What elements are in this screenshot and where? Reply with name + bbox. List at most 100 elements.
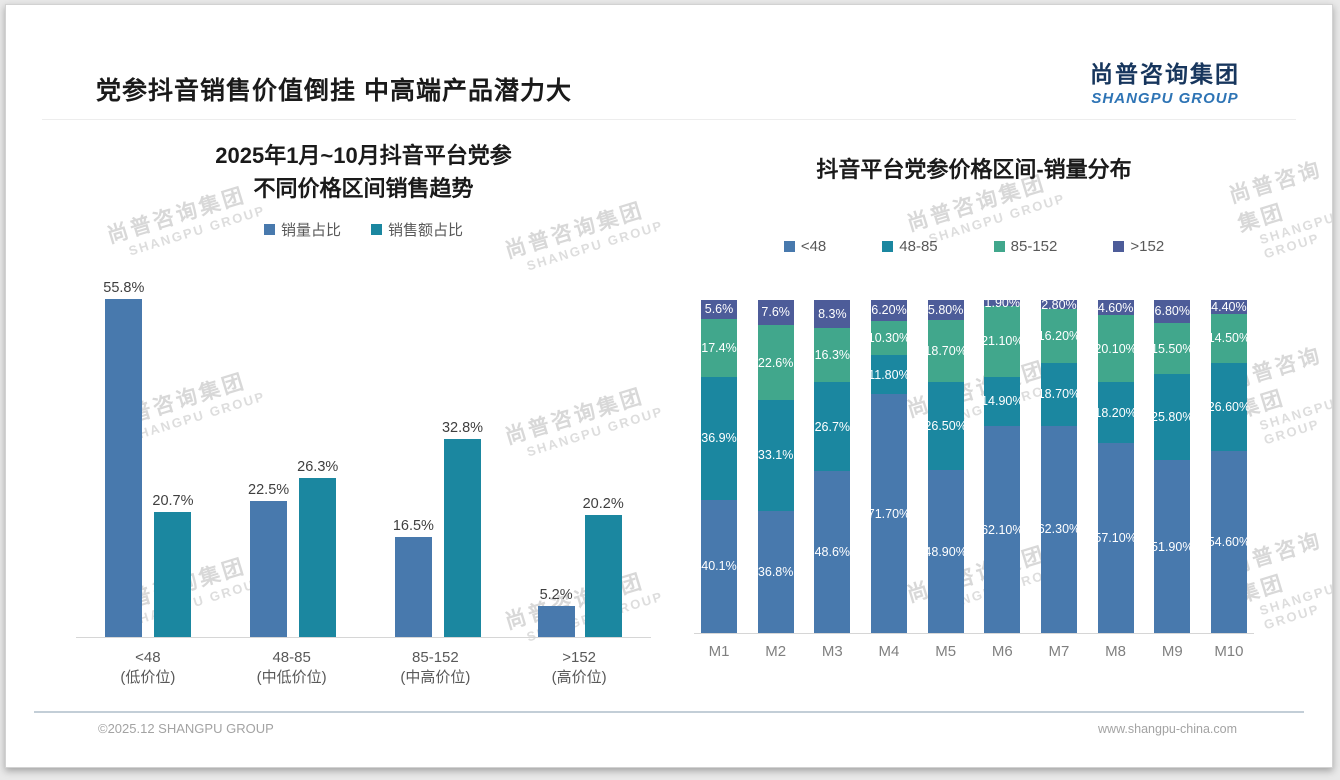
stacked-bar: 48.90% 26.50% 18.70% 5.80% (924, 300, 967, 633)
segment-value-label: 14.50% (1207, 331, 1251, 346)
bar-segment: 26.60% (1207, 362, 1251, 452)
bar-segment: 4.40% (1210, 299, 1247, 315)
chart2-legend-item: 85-152 (993, 238, 1057, 255)
bar (299, 477, 337, 637)
chart1-legend-item: 销售额占比 (371, 219, 463, 240)
bar-segment: 36.8% (757, 510, 794, 633)
legend-marker-icon (783, 241, 795, 252)
chart1-plot-area: 55.8% 20.7% 22.5% 26.3% 16.5% 32.8% 5.2% 20.2% (76, 280, 651, 638)
segment-value-label: 51.90% (1151, 539, 1194, 554)
stacked-bar: 48.6% 26.7% 16.3% 8.3% (814, 300, 851, 633)
segment-value-label: 22.6% (757, 355, 794, 370)
month-label: M6 (991, 643, 1013, 660)
logo-en-text: SHANGPU GROUP (1091, 90, 1239, 107)
segment-value-label: 18.70% (924, 343, 967, 358)
month-label: M3 (821, 643, 843, 660)
bar-segment: 10.30% (868, 320, 910, 355)
segment-value-label: 5.80% (927, 303, 964, 318)
watermark-en-text: SHANGPU GROUP (1257, 209, 1333, 262)
segment-value-label: 6.80% (1154, 304, 1190, 319)
segment-value-label: 26.7% (814, 419, 851, 434)
segment-value-label: 57.10% (1094, 530, 1137, 545)
segment-value-label: 17.4% (701, 340, 737, 355)
watermark-en-text: SHANGPU GROUP (1257, 395, 1333, 448)
bar-segment: 25.80% (1151, 374, 1193, 461)
bar-segment: 4.60% (1097, 300, 1134, 316)
sales-trend-chart: 2025年1月~10月抖音平台党参 不同价格区间销售趋势 销量占比 销售额占比 5… (76, 139, 651, 689)
category-range: >152 (562, 649, 597, 666)
chart2-x-axis: M1 M2 M3 M4 M5 M6 M7 M8 M9 M10 (694, 643, 1254, 660)
bar-segment: 26.7% (814, 382, 851, 472)
legend-marker-icon (1113, 241, 1125, 252)
segment-value-label: 2.80% (1041, 297, 1077, 312)
logo: 尚普咨询集团 SHANGPU GROUP (1090, 55, 1240, 107)
chart2-plot-area: 40.1% 36.9% 17.4% 5.6% 36.8% 33.1% 22.6% 7.6% 48… (694, 296, 1254, 634)
bar-wrap: 22.5% (248, 482, 289, 637)
bar-segment: 14.90% (981, 376, 1024, 427)
month-label: M2 (765, 643, 787, 660)
segment-value-label: 20.10% (1094, 341, 1137, 356)
month-label: M10 (1214, 643, 1244, 660)
category-tier: (中高价位) (400, 669, 471, 687)
segment-value-label: 62.10% (981, 522, 1024, 537)
segment-value-label: 1.90% (984, 296, 1021, 311)
bar (105, 299, 143, 637)
bar-value-label: 55.8% (103, 280, 145, 297)
footer-divider (34, 711, 1304, 713)
chart1-title-line2: 不同价格区间销售趋势 (253, 176, 474, 201)
bar (584, 514, 622, 637)
segment-value-label: 36.9% (701, 431, 737, 446)
bar-segment: 5.6% (701, 300, 737, 319)
bar-segment: 15.50% (1151, 322, 1193, 375)
bar-segment: 5.80% (927, 300, 964, 320)
bar-group: 22.5% 26.3% (248, 459, 338, 637)
bar-wrap: 26.3% (297, 459, 338, 637)
volume-distribution-chart: 抖音平台党参价格区间-销量分布 <48 48-85 85-152 >152 40.1%… (694, 139, 1254, 660)
stacked-bar: 57.10% 18.20% 20.10% 4.60% (1094, 300, 1137, 633)
chart1-legend-item: 销量占比 (263, 219, 341, 240)
sales-trend-chart-title: 2025年1月~10月抖音平台党参 不同价格区间销售趋势 (76, 139, 651, 205)
chart1-title-line1: 2025年1月~10月抖音平台党参 (215, 143, 512, 168)
category-label: <48 (低价位) (76, 648, 220, 689)
bar-wrap: 5.2% (537, 587, 575, 637)
page-title: 党参抖音销售价值倒挂 中高端产品潜力大 (96, 77, 572, 105)
stacked-bar: 62.10% 14.90% 21.10% 1.90% (981, 296, 1024, 633)
segment-value-label: 33.1% (757, 448, 794, 463)
bar-value-label: 22.5% (248, 481, 290, 498)
category-label: 85-152 (中高价位) (364, 648, 508, 689)
bar-segment: 8.3% (814, 300, 851, 329)
segment-value-label: 48.90% (924, 544, 967, 559)
bar-segment: 1.90% (984, 296, 1021, 310)
legend-marker-icon (371, 224, 382, 235)
bar-segment: 16.20% (1038, 309, 1080, 364)
category-range: 48-85 (272, 649, 311, 666)
segment-value-label: 48.6% (814, 545, 851, 560)
stacked-bar: 62.30% 18.70% 16.20% 2.80% (1038, 297, 1080, 633)
watermark-en-text: SHANGPU GROUP (1257, 580, 1333, 633)
segment-value-label: 40.1% (701, 559, 737, 574)
month-label: M4 (878, 643, 900, 660)
bar (250, 500, 288, 637)
segment-value-label: 5.6% (704, 302, 734, 317)
segment-value-label: 26.60% (1207, 399, 1251, 414)
bar (444, 438, 482, 637)
bar-segment: 54.60% (1208, 451, 1250, 633)
segment-value-label: 14.90% (981, 394, 1024, 409)
bar-segment: 71.70% (868, 394, 910, 633)
segment-value-label: 11.80% (868, 367, 910, 382)
bar-segment: 51.90% (1151, 460, 1194, 633)
bar-value-label: 26.3% (297, 458, 339, 475)
segment-value-label: 8.3% (818, 307, 847, 322)
bar-value-label: 20.2% (582, 495, 624, 512)
stacked-bar: 54.60% 26.60% 14.50% 4.40% (1207, 299, 1251, 633)
bar-segment: 33.1% (757, 400, 794, 511)
legend-label: 销售额占比 (388, 222, 464, 239)
category-tier: (低价位) (120, 669, 176, 687)
chart1-legend: 销量占比 销售额占比 (76, 219, 651, 240)
chart2-legend-item: 48-85 (882, 238, 938, 255)
volume-distribution-chart-title: 抖音平台党参价格区间-销量分布 (816, 157, 1132, 182)
stacked-bar: 40.1% 36.9% 17.4% 5.6% (701, 300, 737, 633)
bar-value-label: 20.7% (152, 492, 194, 509)
bar-segment: 21.10% (981, 306, 1023, 377)
month-label: M7 (1048, 643, 1070, 660)
